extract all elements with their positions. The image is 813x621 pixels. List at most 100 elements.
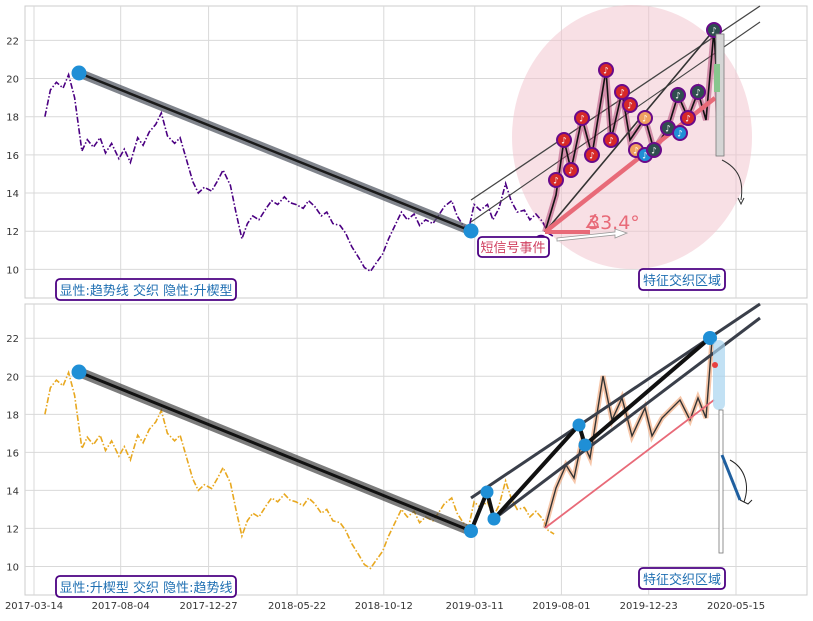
wedge-outline-bottom [469,336,712,532]
note-glyph: ♪ [608,137,614,147]
wedge-note-marker [614,84,630,100]
projection-segment-bottom [720,454,742,501]
y-tick-label: 18 [6,410,19,421]
x-tick-label: 2017-08-04 [92,601,150,612]
projection-bar [715,33,725,157]
projection-dot-bottom [712,362,718,368]
note-glyph: ♪ [677,130,683,140]
pivot-marker-4-bottom [572,418,586,432]
pivot-marker-low-bottom [464,524,478,538]
wedge-note-marker [690,84,706,100]
x-tick-label: 2020-05-15 [707,601,765,612]
zone-label-bottom: 特征交织区域 [643,572,721,588]
y-tick-label: 10 [6,265,19,276]
y-tick-label: 18 [6,113,19,124]
wedge-note-marker [548,172,564,188]
signal-label-box [477,236,550,258]
y-tick-label: 12 [6,227,19,238]
note-glyph: ♪ [627,102,633,112]
price-series-line-bottom [44,369,555,570]
pivot-marker-6-bottom [703,331,717,345]
y-tick-label: 12 [6,524,19,535]
y-tick-label: 22 [6,334,19,345]
wedge-note-marker [672,125,688,141]
zone-label-box-top [638,268,726,291]
wedge-note-marker [670,87,686,103]
pivot-marker-3-bottom [487,512,501,526]
projection-marker [714,64,720,92]
curve-arrow-bottom [729,459,747,503]
x-tick-label: 2019-08-01 [532,601,590,612]
curve-arrow-head-bottom [739,499,753,505]
bottom-grid [25,304,807,595]
wedge-note-marker [563,162,579,178]
x-tick-label: 2017-12-27 [180,601,238,612]
bottom-y-tick-labels: 10 12 14 16 18 20 22 [6,334,19,573]
note-glyph: ♪ [711,27,717,37]
wedge-note-marker [646,142,662,158]
note-glyph: ♪ [651,147,657,157]
zone-label-top: 特征交织区域 [643,273,721,289]
note-glyph: ♪ [633,147,639,157]
wedge-lower-edge-bottom [544,399,715,529]
x-tick-labels: 2017-03-14 2017-08-04 2017-12-27 2018-05-22… [5,601,765,612]
wedge-note-marker [680,110,696,126]
trend-line-core [78,71,472,233]
wedge-note-marker [598,62,614,78]
pivot-marker-low [463,223,479,239]
note-glyph: ♪ [553,177,559,187]
x-tick-label: 2019-03-11 [446,601,504,612]
y-tick-label: 14 [6,486,19,497]
direction-arrow [556,228,629,242]
note-glyph: ♪ [695,89,701,99]
note-glyph: ♪ [642,152,648,162]
angle-label: 33.4° [588,212,640,234]
wedge-markers: ♪♪♪♪♪♪♪♪♪♪ ♪ ♪♪♪♪♪♪♪♪ [548,22,722,188]
note-glyph: ♪ [561,137,567,147]
projection-band-bottom [713,340,725,410]
price-series-line [44,72,555,273]
wedge-note-marker [574,110,590,126]
wedge-note-marker [622,97,638,113]
wedge-note-marker [603,132,619,148]
note-glyph: ♪ [603,67,609,77]
pivot-marker-5-bottom [578,438,592,452]
y-tick-label: 22 [6,36,19,47]
note-glyph: ♪ [579,115,585,125]
pattern-tag-box-bottom [55,575,237,598]
pivot-marker-start [71,65,87,81]
trend-line-core-bottom [78,370,472,533]
note-glyph: ♪ [642,115,648,125]
wedge-note-marker [637,110,653,126]
angle-symbol: ∡ [584,211,601,233]
y-tick-label: 16 [6,448,19,459]
y-tick-label: 10 [6,562,19,573]
x-tick-label: 2019-12-23 [620,601,678,612]
curve-arrow-head [737,197,745,206]
zone-label-box-bottom [638,567,726,590]
note-glyph: ♪ [665,125,671,135]
y-tick-label: 16 [6,151,19,162]
wedge-note-marker [556,132,572,148]
bottom-plot-area [24,303,808,596]
y-tick-label: 20 [6,75,19,86]
pivot-marker-start-bottom [71,364,87,380]
top-y-tick-labels: 10 12 14 16 18 20 22 [6,36,19,276]
pivot-marker-2-bottom [480,485,494,499]
note-glyph: ♪ [619,89,625,99]
wedge-note-marker [706,22,722,38]
note-glyph: ♪ [589,152,595,162]
x-tick-label: 2018-10-12 [355,601,413,612]
wedge-note-marker [584,147,600,163]
note-glyph: ♪ [675,92,681,102]
y-tick-label: 20 [6,372,19,383]
pattern-tag-top: 显性:趋势线 交织 隐性:升楔型 [59,283,232,299]
signal-label: 短信号事件 [480,241,545,256]
x-tick-label: 2018-05-22 [268,601,326,612]
projection-bar-bottom [718,409,724,554]
wedge-upper-edge [544,29,715,233]
